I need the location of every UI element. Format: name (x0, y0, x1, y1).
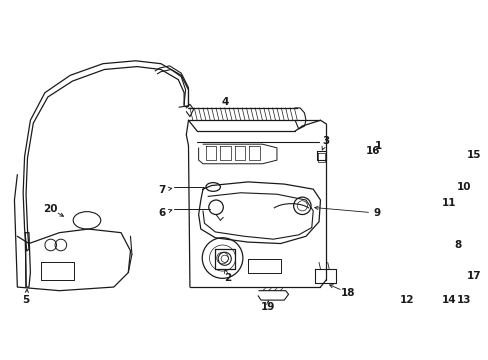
Text: 12: 12 (400, 295, 414, 305)
Text: 13: 13 (456, 295, 470, 305)
Text: 16: 16 (365, 146, 379, 156)
Text: 10: 10 (456, 182, 470, 192)
Text: 8: 8 (454, 240, 461, 250)
Text: 1: 1 (374, 141, 381, 150)
Text: 3: 3 (322, 136, 329, 145)
Text: 17: 17 (466, 271, 481, 281)
Text: 20: 20 (43, 204, 58, 214)
Text: 2: 2 (224, 273, 231, 283)
Text: 18: 18 (340, 288, 355, 298)
Text: 5: 5 (22, 295, 30, 305)
Text: 11: 11 (442, 198, 456, 208)
Text: 4: 4 (221, 97, 228, 107)
Text: 15: 15 (466, 150, 481, 160)
Text: 19: 19 (261, 302, 275, 312)
Text: 7: 7 (159, 185, 166, 195)
Text: 14: 14 (441, 295, 456, 305)
Text: 6: 6 (159, 208, 165, 218)
Text: 9: 9 (373, 208, 380, 218)
